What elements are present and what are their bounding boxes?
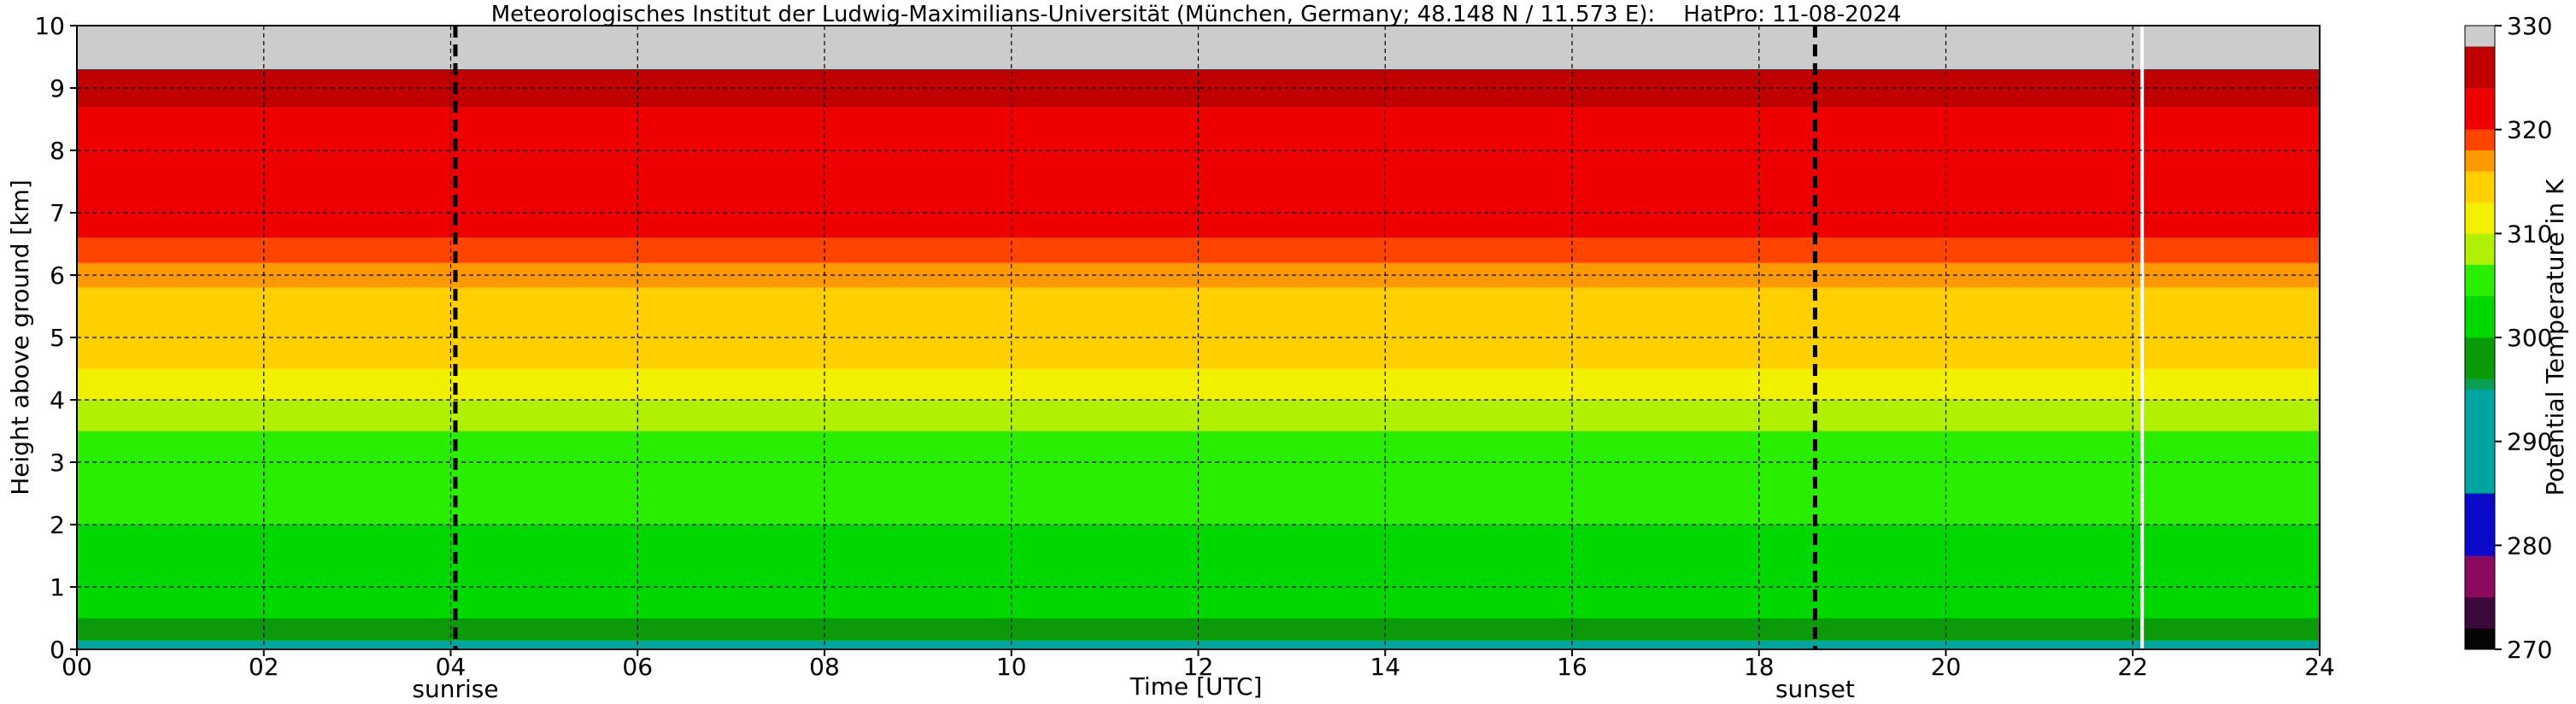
- y-tick-label: 3: [50, 449, 65, 477]
- colorbar-tick-label: 270: [2507, 636, 2552, 664]
- sunrise-label: sunrise: [412, 675, 498, 703]
- x-axis-label: Time [UTC]: [1130, 672, 1263, 701]
- x-tick-label: 12: [1183, 653, 1214, 681]
- y-tick-label: 10: [34, 12, 65, 40]
- x-tick-label: 04: [436, 653, 466, 681]
- colorbar-tick-label: 320: [2507, 116, 2552, 144]
- y-tick-label: 8: [50, 137, 65, 165]
- x-tick-label: 02: [249, 653, 279, 681]
- x-tick-label: 10: [996, 653, 1027, 681]
- y-axis: 0 1 2 3 4 5 6 7 8 9 10: [34, 12, 77, 664]
- x-tick-label: 08: [809, 653, 840, 681]
- colorbar-scale: [2464, 25, 2496, 650]
- y-tick-label: 6: [50, 261, 65, 290]
- chart-title: Meteorologisches Institut der Ludwig-Max…: [491, 2, 1902, 27]
- colorbar-tick-label: 280: [2507, 531, 2552, 560]
- x-tick-label: 16: [1557, 653, 1587, 681]
- colorbar-tick-label: 330: [2507, 12, 2552, 40]
- y-tick-label: 7: [50, 199, 65, 227]
- event-lines: sunrise sunset: [412, 26, 1855, 703]
- colorbar: 270 280 290 300 310 320 330 Potential Temperat…: [2464, 12, 2569, 664]
- y-tick-label: 4: [50, 386, 65, 414]
- y-tick-label: 2: [50, 511, 65, 539]
- colorbar-tick-label: 300: [2507, 324, 2552, 352]
- data-gap-marker: [2140, 26, 2145, 649]
- x-tick-label: 14: [1370, 653, 1400, 681]
- y-tick-label: 9: [50, 74, 65, 103]
- plot-area: sunrise sunset: [76, 25, 2321, 703]
- x-axis: 00 02 04 06 08 10 12 14 16 18 20 22 24: [62, 649, 2335, 681]
- x-tick-label: 00: [62, 653, 92, 681]
- y-axis-label: Height above ground [km]: [6, 179, 34, 496]
- colorbar-tick-label: 310: [2507, 220, 2552, 248]
- colorbar-tick-label: 290: [2507, 428, 2552, 456]
- y-tick-label: 5: [50, 324, 65, 352]
- x-tick-label: 22: [2117, 653, 2148, 681]
- x-tick-label: 24: [2304, 653, 2335, 681]
- y-tick-label: 0: [50, 636, 65, 664]
- x-tick-label: 20: [1931, 653, 1962, 681]
- sunset-label: sunset: [1775, 675, 1855, 703]
- colorbar-label: Potential Temperature in K: [2541, 179, 2569, 496]
- x-tick-label: 06: [622, 653, 653, 681]
- x-tick-label: 18: [1744, 653, 1775, 681]
- grid-lines: [77, 26, 2320, 649]
- y-tick-label: 1: [50, 573, 65, 601]
